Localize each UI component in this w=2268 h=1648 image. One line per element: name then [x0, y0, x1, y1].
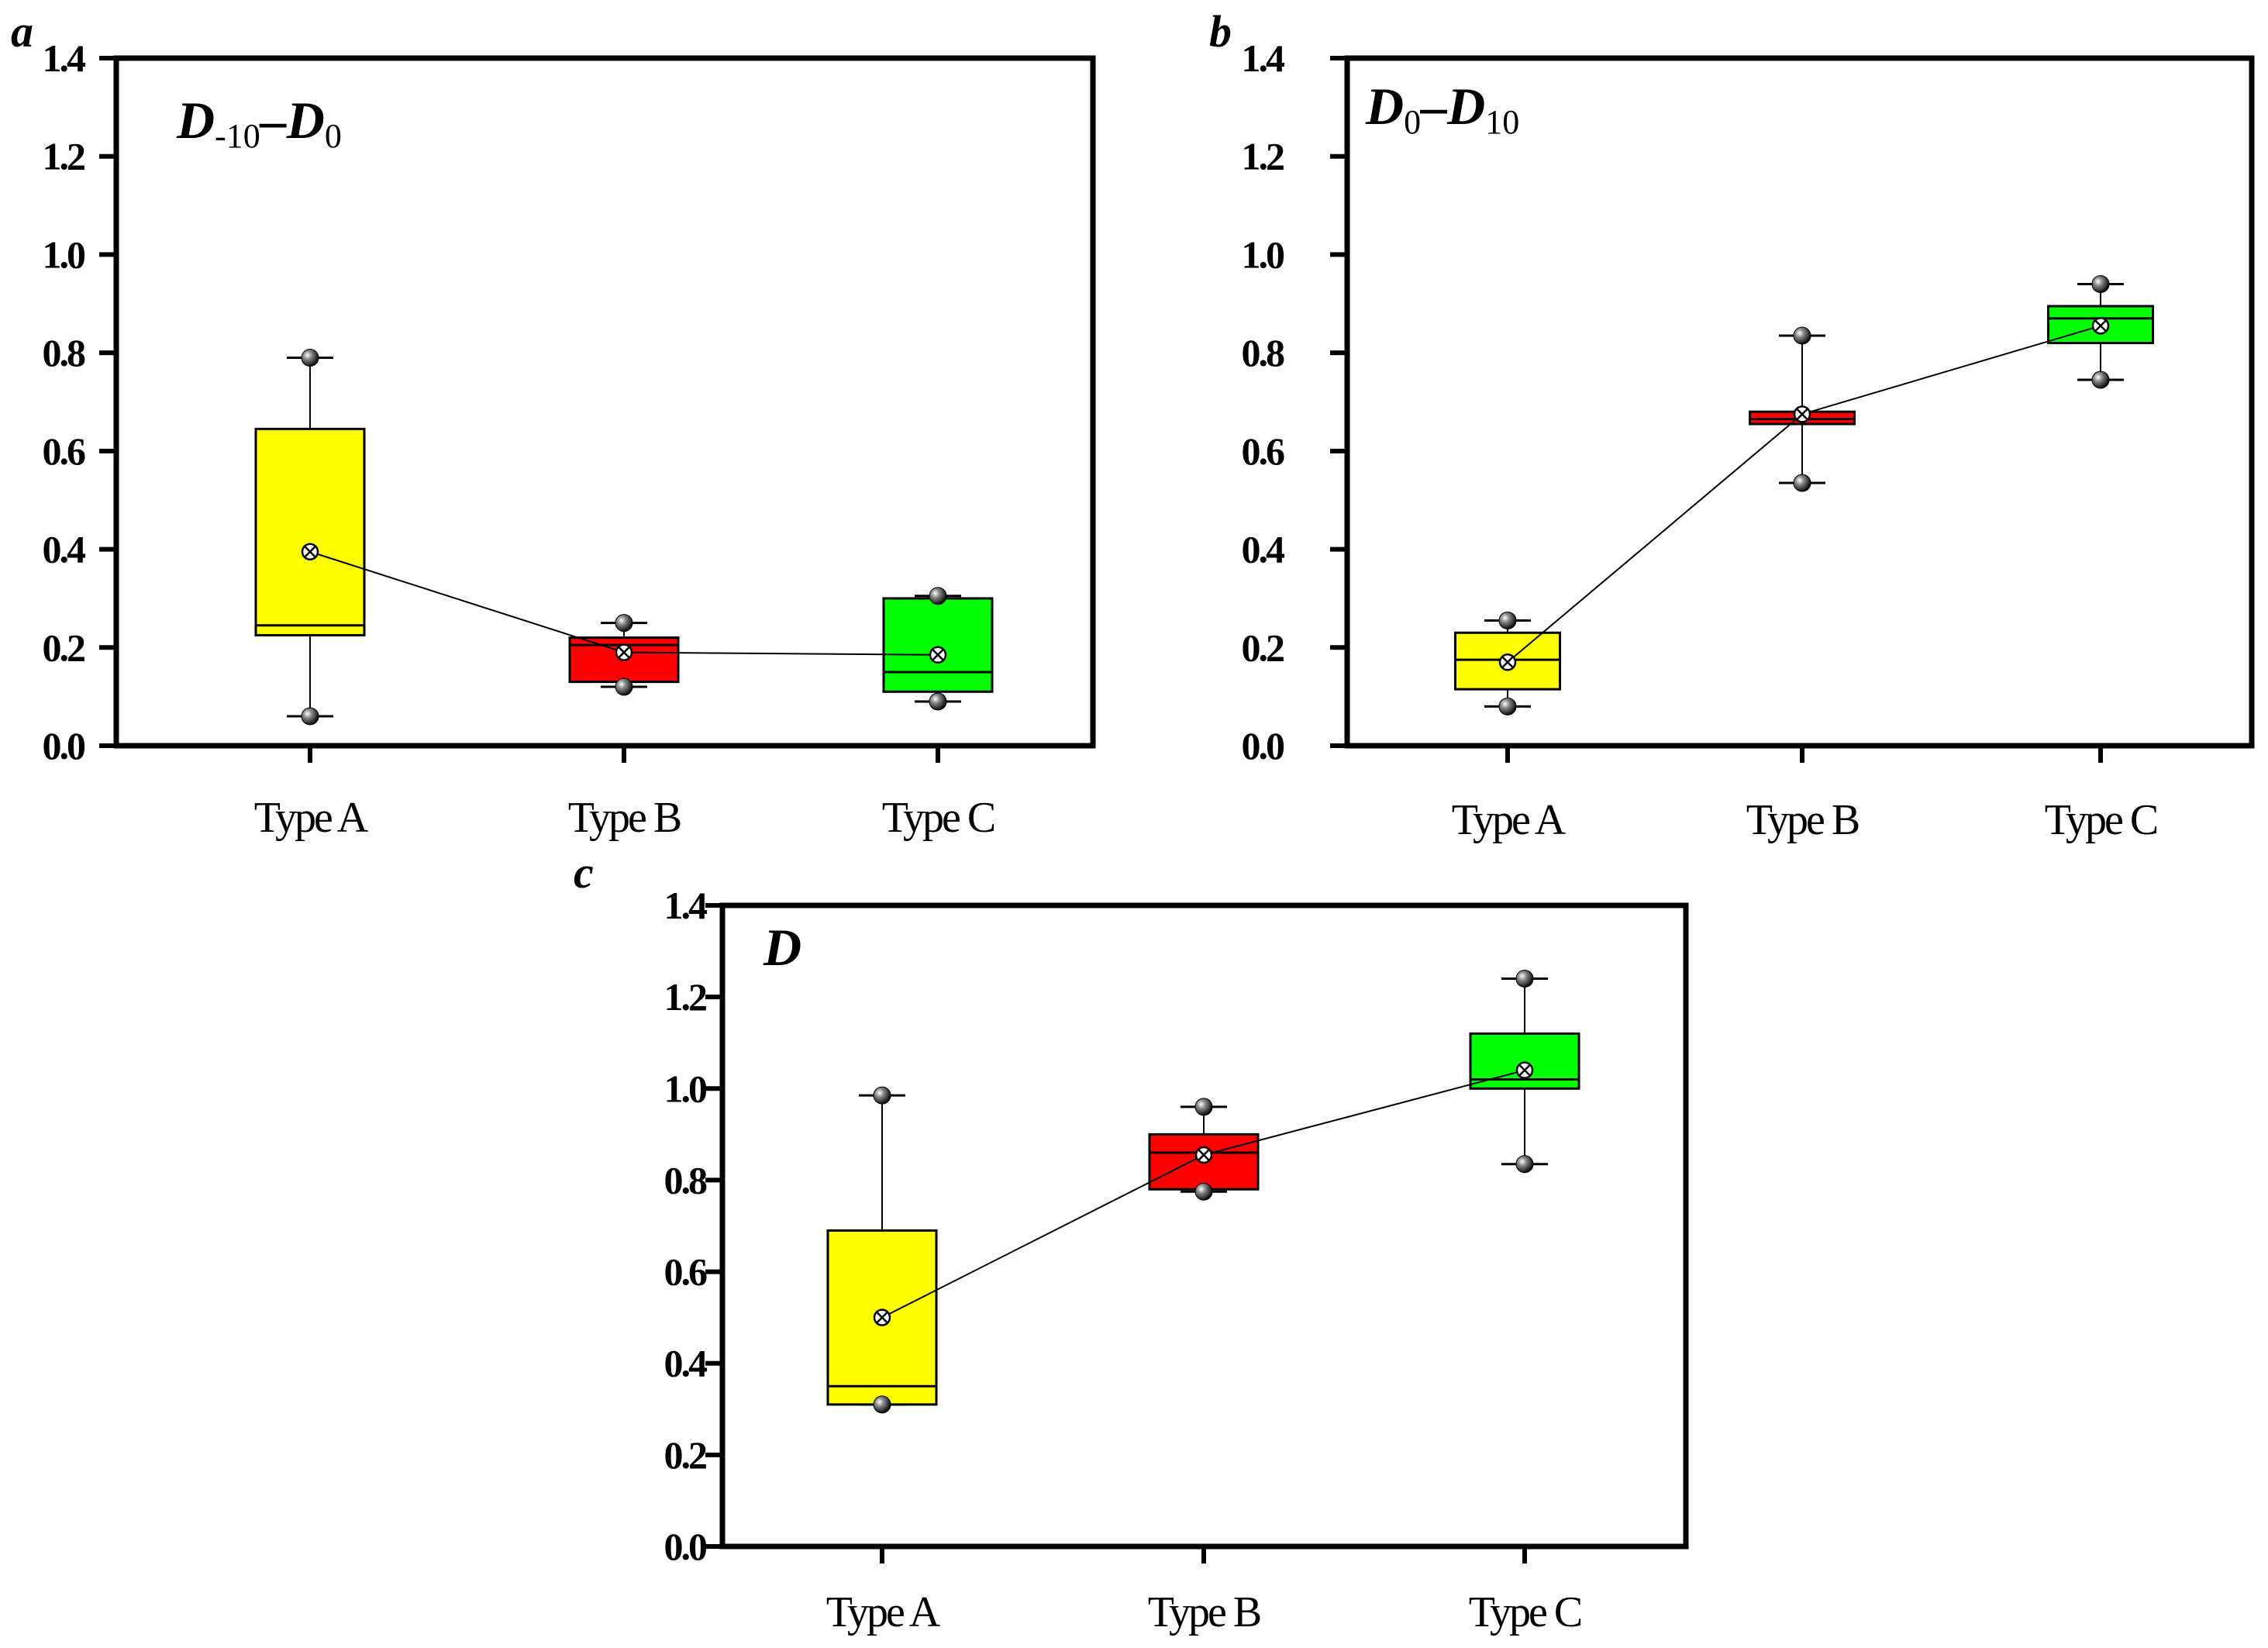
x-category-label: Type C — [1469, 1588, 1581, 1636]
panel-title-c: D — [763, 918, 801, 977]
panel-title-b: D0–D10 — [1365, 77, 1519, 141]
y-tick-label: 0.4 — [664, 1342, 708, 1385]
x-category-label: Type A — [826, 1588, 941, 1636]
mean-marker — [615, 643, 633, 661]
max-point — [873, 1086, 891, 1105]
min-point — [873, 1395, 891, 1414]
x-category-label: Type C — [882, 794, 994, 842]
y-tick-label: 1.0 — [43, 233, 86, 276]
y-tick-label: 1.4 — [664, 884, 708, 927]
mean-marker-cross — [304, 545, 316, 558]
y-tick-label: 0.6 — [43, 429, 86, 473]
plot-frame — [1344, 55, 2255, 749]
y-tick-label: 0.2 — [43, 626, 85, 669]
y-tick-label: 0.6 — [1242, 429, 1285, 473]
mean-marker — [301, 543, 319, 560]
iqr-box — [254, 427, 366, 636]
max-point — [1498, 611, 1517, 629]
mean-marker-cross — [932, 648, 944, 661]
min-point — [301, 707, 319, 726]
x-category-label: Type B — [1148, 1588, 1260, 1636]
x-category-label: Type B — [1746, 796, 1859, 844]
mean-marker-cross — [2094, 319, 2107, 333]
box-type-a — [254, 348, 366, 726]
mean-marker — [929, 646, 947, 664]
x-category-label: Type B — [568, 794, 681, 842]
x-category-label: Type A — [1452, 796, 1567, 844]
y-tick-label: 1.2 — [1242, 135, 1284, 178]
mean-marker-cross — [1796, 408, 1808, 421]
mean-marker-cross — [1518, 1064, 1531, 1077]
y-tick-label: 1.2 — [43, 135, 85, 178]
panel-letter-c: c — [574, 847, 594, 898]
plot-frame — [113, 55, 1096, 749]
y-tick-label: 0.8 — [43, 331, 86, 374]
y-tick-label: 1.0 — [664, 1067, 708, 1110]
mean-marker-cross — [1501, 656, 1514, 669]
mean-marker — [1793, 405, 1811, 423]
mean-marker-cross — [876, 1311, 888, 1324]
y-tick-label: 0.4 — [1242, 528, 1286, 571]
box-type-a — [826, 1086, 938, 1414]
panel-letter-b: b — [1209, 6, 1232, 57]
panel-letter-a: a — [11, 6, 33, 57]
max-point — [1515, 970, 1534, 988]
box-type-c — [882, 587, 994, 711]
min-point — [1194, 1182, 1213, 1201]
min-point — [2091, 371, 2110, 389]
max-point — [1793, 326, 1811, 345]
y-tick-label: 1.0 — [1242, 233, 1285, 276]
min-point — [615, 677, 633, 696]
mean-marker-cross — [618, 646, 630, 659]
y-tick-label: 0.0 — [43, 724, 86, 767]
min-point — [929, 692, 947, 711]
y-tick-label: 0.4 — [43, 528, 87, 571]
x-category-label: Type A — [254, 794, 369, 842]
x-category-label: Type C — [2045, 796, 2157, 844]
iqr-box — [882, 597, 994, 693]
max-point — [2091, 274, 2110, 293]
y-tick-label: 0.2 — [664, 1433, 707, 1477]
mean-marker — [1515, 1061, 1534, 1079]
mean-marker — [1194, 1146, 1213, 1164]
min-point — [1793, 474, 1811, 492]
y-tick-label: 1.4 — [1242, 36, 1286, 80]
min-point — [1498, 697, 1517, 715]
mean-line — [1507, 325, 2101, 664]
panel-a: a D-10–D0 0.0 0.2 0.4 0.6 0.8 1.0 1.2 1.4 Type A… — [11, 6, 1096, 842]
y-tick-label: 1.2 — [664, 975, 707, 1019]
max-point — [929, 587, 947, 605]
mean-marker — [2091, 317, 2110, 335]
max-point — [1194, 1098, 1213, 1116]
mean-marker — [1498, 653, 1517, 671]
min-point — [1515, 1155, 1534, 1174]
y-tick-label: 0.8 — [1242, 331, 1285, 374]
y-tick-label: 0.0 — [1242, 724, 1285, 767]
y-tick-label: 0.8 — [664, 1158, 708, 1202]
panel-title-a: D-10–D0 — [176, 91, 342, 155]
y-tick-label: 0.0 — [664, 1525, 708, 1568]
max-point — [301, 348, 319, 367]
y-tick-label: 0.6 — [664, 1250, 708, 1294]
mean-marker-cross — [1198, 1149, 1210, 1161]
mean-marker — [873, 1308, 891, 1326]
max-point — [615, 614, 633, 633]
plot-frame — [719, 902, 1689, 1550]
panel-c: c D 0.0 0.2 0.4 0.6 0.8 1.0 1.2 1.4 Type A Type B… — [574, 847, 1689, 1636]
y-tick-label: 0.2 — [1242, 626, 1284, 669]
panel-b: b D0–D10 0.0 0.2 0.4 0.6 0.8 1.0 1.2 1.4 Type A T… — [1209, 6, 2255, 844]
y-tick-label: 1.4 — [43, 36, 87, 80]
